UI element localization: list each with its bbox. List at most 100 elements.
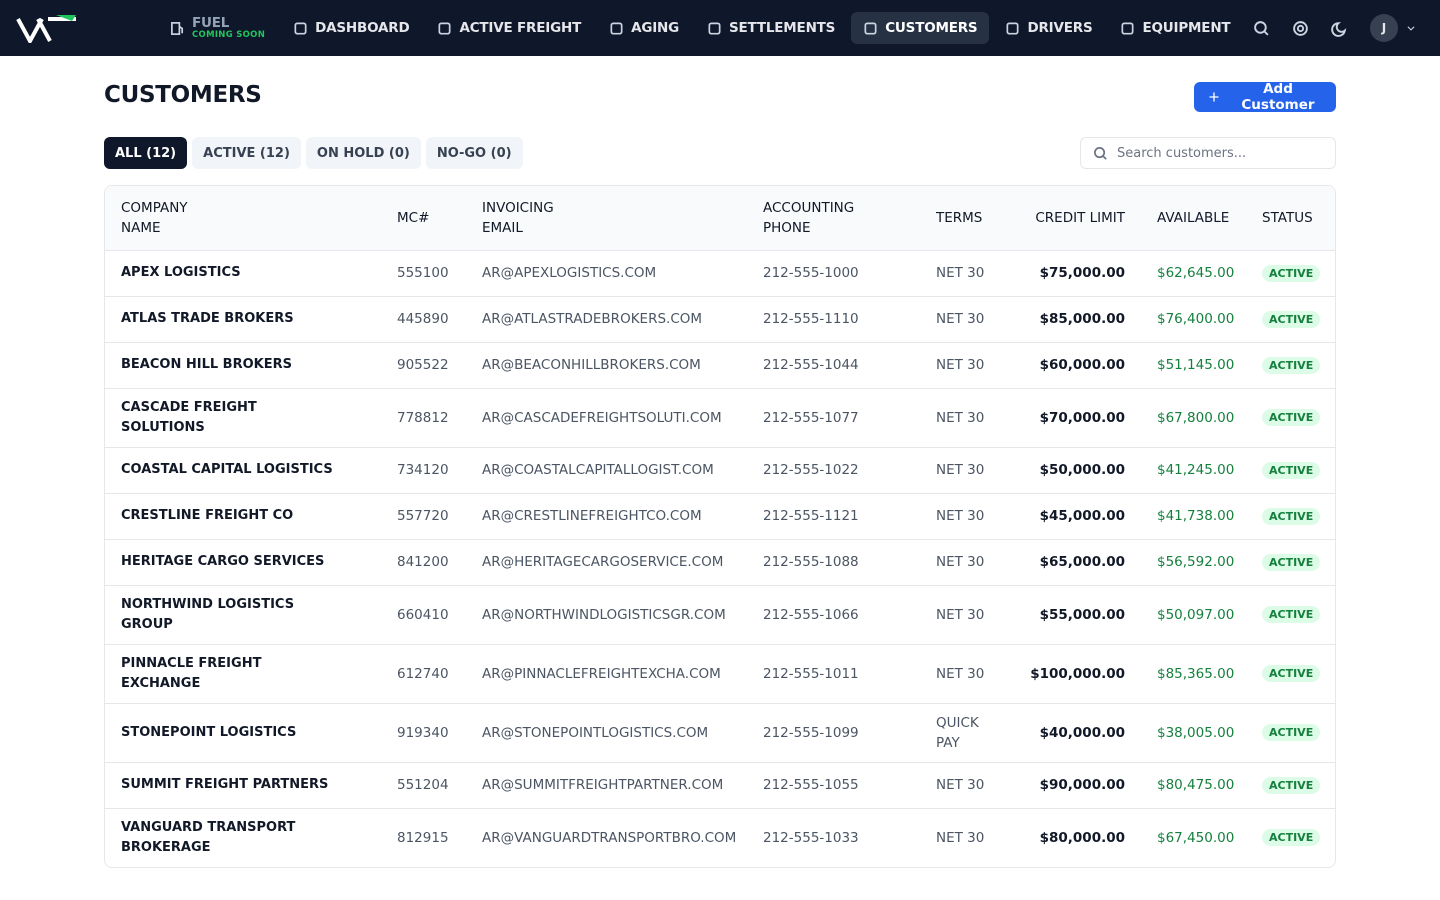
table-cell: 905522 xyxy=(381,342,466,389)
cell-text: AR@VANGUARDTRANSPORTBRO.COM xyxy=(482,829,737,846)
cell-text: AR@BEACONHILLBROKERS.COM xyxy=(482,357,701,373)
table-row[interactable]: NORTHWIND LOGISTICS GROUP 660410 AR@NORTHW… xyxy=(105,585,1335,645)
avatar: J xyxy=(1370,14,1398,42)
nav-actions: J xyxy=(1253,0,1416,56)
table-cell: NET 30 xyxy=(920,762,1012,809)
table-cell: ACTIVE xyxy=(1246,539,1335,586)
cell-text: NET 30 xyxy=(936,777,985,793)
table-cell: ACTIVE xyxy=(1246,703,1335,763)
table-row[interactable]: CRESTLINE FREIGHT CO 557720 AR@CRESTLINEFR… xyxy=(105,493,1335,540)
nav-icon-shape xyxy=(1006,22,1019,34)
table-cell: 734120 xyxy=(381,447,466,494)
table-cell: APEX LOGISTICS xyxy=(105,250,381,297)
nav-item[interactable]: DRIVERS xyxy=(993,12,1104,44)
table-cell: NET 30 xyxy=(920,808,1012,867)
table: COMPANY NAME MC# INVOICING EMAIL ACCOUNTING… xyxy=(105,186,1335,867)
cell-text: BEACON HILL BROKERS xyxy=(121,357,292,372)
header-row: COMPANY NAME MC# INVOICING EMAIL ACCOUNTING… xyxy=(105,186,1335,251)
nav-item[interactable]: AGING xyxy=(597,12,691,44)
table-cell: $45,000.00 xyxy=(1012,493,1141,540)
cell-text: NET 30 xyxy=(936,508,985,524)
status-badge: ACTIVE xyxy=(1262,461,1321,479)
user-menu[interactable]: J xyxy=(1370,14,1416,42)
cell-text: CRESTLINE FREIGHT CO xyxy=(121,508,294,523)
status-badge: ACTIVE xyxy=(1262,356,1321,374)
table-cell: $41,245.00 xyxy=(1141,447,1246,494)
cell-text: CASCADE FREIGHT SOLUTIONS xyxy=(121,399,257,435)
filter-tab[interactable]: ACTIVE (12) xyxy=(192,137,301,169)
cell-text: 212-555-1077 xyxy=(763,409,859,426)
nav-item[interactable]: SETTLEMENTS xyxy=(695,12,847,44)
column-header-label: AVAILABLE xyxy=(1157,209,1230,226)
logo[interactable] xyxy=(16,13,78,43)
settings-icon[interactable] xyxy=(1292,20,1309,37)
cell-text: 212-555-1066 xyxy=(763,606,859,623)
table-row[interactable]: COASTAL CAPITAL LOGISTICS 734120 AR@COASTA… xyxy=(105,447,1335,494)
filter-tab[interactable]: ALL (12) xyxy=(104,137,188,169)
filter-tab[interactable]: ON HOLD (0) xyxy=(305,137,421,169)
cell-text: AR@SUMMITFREIGHTPARTNER.COM xyxy=(482,777,724,793)
nav-item[interactable]: ACTIVE FREIGHT xyxy=(425,12,593,44)
table-row[interactable]: HERITAGE CARGO SERVICES 841200 AR@HERITAGE… xyxy=(105,539,1335,586)
table-row[interactable]: PINNACLE FREIGHT EXCHANGE 612740 AR@PINNAC… xyxy=(105,644,1335,704)
table-cell: NET 30 xyxy=(920,250,1012,297)
table-cell: 212-555-1055 xyxy=(747,762,920,809)
cell-text: 212-555-1099 xyxy=(763,724,859,741)
theme-icon[interactable] xyxy=(1331,20,1348,37)
nav-label: DRIVERS xyxy=(1027,20,1093,36)
table-cell: 212-555-1033 xyxy=(747,808,920,867)
table-cell: ACTIVE xyxy=(1246,342,1335,389)
plus-icon xyxy=(1209,92,1219,102)
page-title: CUSTOMERS xyxy=(104,82,262,108)
table-cell: $90,000.00 xyxy=(1012,762,1141,809)
cell-text: $67,450.00 xyxy=(1157,829,1235,846)
table-cell: AR@BEACONHILLBROKERS.COM xyxy=(466,342,747,389)
table-cell: ACTIVE xyxy=(1246,644,1335,704)
cell-text: AR@CASCADEFREIGHTSOLUTI.COM xyxy=(482,409,722,426)
search-box[interactable]: Search customers... xyxy=(1080,137,1336,169)
cell-text: 445890 xyxy=(397,311,449,327)
table-row[interactable]: STONEPOINT LOGISTICS 919340 AR@STONEPOINTL… xyxy=(105,703,1335,763)
nav-item[interactable]: DASHBOARD xyxy=(281,12,421,44)
table-row[interactable]: APEX LOGISTICS 555100 AR@APEXLOGISTICS.COM… xyxy=(105,250,1335,297)
table-row[interactable]: SUMMIT FREIGHT PARTNERS 551204 AR@SUMMITFR… xyxy=(105,762,1335,809)
nav-icon-shape xyxy=(438,22,451,34)
cell-text: $41,245.00 xyxy=(1157,462,1235,478)
cell-text: $100,000.00 xyxy=(1030,665,1125,682)
nav-icon xyxy=(1006,22,1019,34)
cell-text: SUMMIT FREIGHT PARTNERS xyxy=(121,777,329,792)
search-icon[interactable] xyxy=(1253,20,1270,37)
cell-text: 212-555-1121 xyxy=(763,508,859,524)
cell-text: 212-555-1055 xyxy=(763,777,859,793)
nav-item[interactable]: EQUIPMENT xyxy=(1108,12,1242,44)
nav-item[interactable]: CUSTOMERS xyxy=(851,12,990,44)
add-customer-button[interactable]: Add Customer xyxy=(1194,81,1336,113)
cell-text: COASTAL CAPITAL LOGISTICS xyxy=(121,462,333,477)
nav-icon xyxy=(864,22,877,34)
cell-text: HERITAGE CARGO SERVICES xyxy=(121,554,325,569)
cell-text: 212-555-1022 xyxy=(763,462,859,478)
table-row[interactable]: CASCADE FREIGHT SOLUTIONS 778812 AR@CASCAD… xyxy=(105,388,1335,448)
cell-text: AR@ATLASTRADEBROKERS.COM xyxy=(482,311,703,327)
filter-tab[interactable]: NO-GO (0) xyxy=(425,137,523,169)
status-badge: ACTIVE xyxy=(1262,310,1321,328)
table-body: APEX LOGISTICS 555100 AR@APEXLOGISTICS.COM… xyxy=(105,250,1335,867)
nav-icon-shape xyxy=(294,22,307,34)
table-row[interactable]: VANGUARD TRANSPORT BROKERAGE 812915 AR@VAN… xyxy=(105,808,1335,867)
table-row[interactable]: ATLAS TRADE BROKERS 445890 AR@ATLASTRADEBR… xyxy=(105,296,1335,343)
table-cell: 445890 xyxy=(381,296,466,343)
table-cell: AR@APEXLOGISTICS.COM xyxy=(466,250,747,297)
status-badge: ACTIVE xyxy=(1262,409,1321,426)
table-cell: HERITAGE CARGO SERVICES xyxy=(105,539,381,586)
table-cell: $85,000.00 xyxy=(1012,296,1141,343)
nav-fuel[interactable]: FUEL COMING SOON xyxy=(158,8,277,47)
table-row[interactable]: BEACON HILL BROKERS 905522 AR@BEACONHILLBR… xyxy=(105,342,1335,389)
table-cell: AR@NORTHWINDLOGISTICSGR.COM xyxy=(466,585,747,645)
table-cell: $80,475.00 xyxy=(1141,762,1246,809)
table-cell: 557720 xyxy=(381,493,466,540)
table-cell: NET 30 xyxy=(920,585,1012,645)
cell-text: $85,000.00 xyxy=(1039,311,1125,327)
table-cell: 212-555-1044 xyxy=(747,342,920,389)
cell-text: $50,000.00 xyxy=(1039,462,1125,478)
